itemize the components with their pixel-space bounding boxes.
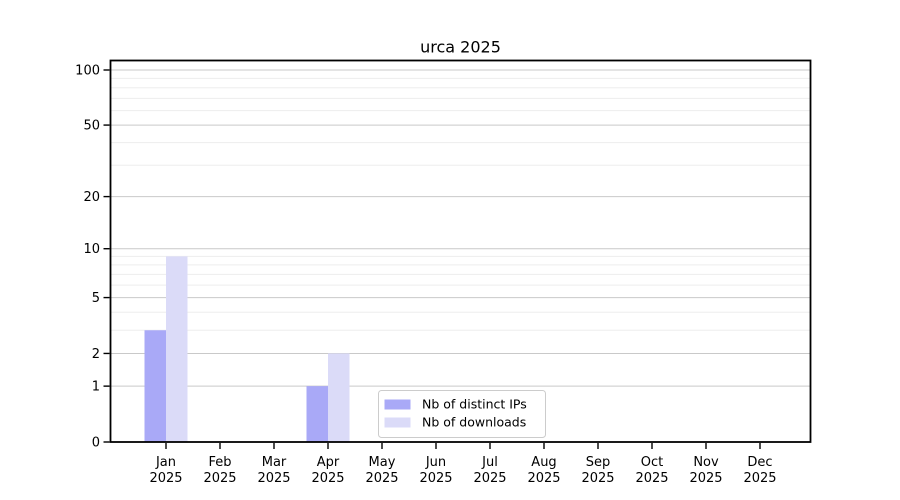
x-tick-label-month: Sep <box>586 455 611 470</box>
x-tick-label-month: Oct <box>641 455 663 470</box>
x-tick-label-month: Mar <box>262 455 287 470</box>
legend-swatch <box>384 399 411 410</box>
bars <box>144 256 350 442</box>
x-tick-label-year: 2025 <box>149 471 182 486</box>
x-tick-label-month: Jul <box>481 455 498 470</box>
x-tick-label-year: 2025 <box>311 471 344 486</box>
x-tick-label-month: Aug <box>531 455 556 470</box>
bar-distinct-ips <box>306 386 328 442</box>
y-tick-label: 0 <box>92 436 100 451</box>
chart-title: urca 2025 <box>420 38 501 57</box>
axis-labels: 0125102050100Jan2025Feb2025Mar2025Apr202… <box>75 64 776 487</box>
x-tick-label-year: 2025 <box>527 471 560 486</box>
x-tick-label-year: 2025 <box>689 471 722 486</box>
x-tick-label-year: 2025 <box>365 471 398 486</box>
minor-gridlines <box>110 77 811 331</box>
x-tick-label-month: Jun <box>425 455 446 470</box>
x-tick-label-year: 2025 <box>203 471 236 486</box>
x-tick-label-month: Feb <box>208 455 231 470</box>
y-tick-label: 100 <box>75 64 100 79</box>
bar-distinct-ips <box>144 330 166 442</box>
y-tick-label: 1 <box>92 380 100 395</box>
x-tick-label-month: May <box>369 455 396 470</box>
legend-box <box>378 390 546 438</box>
bar-downloads <box>166 256 188 442</box>
x-tick-label-year: 2025 <box>635 471 668 486</box>
y-tick-label: 5 <box>92 291 100 306</box>
y-tick-label: 2 <box>92 347 100 362</box>
major-gridlines <box>110 69 811 387</box>
x-tick-label-month: Dec <box>747 455 772 470</box>
x-tick-label-year: 2025 <box>419 471 452 486</box>
y-tick-label: 50 <box>83 119 100 134</box>
legend-label: Nb of distinct IPs <box>422 397 527 412</box>
legend: Nb of distinct IPs Nb of downloads <box>378 390 546 438</box>
x-tick-label-year: 2025 <box>743 471 776 486</box>
x-tick-label-year: 2025 <box>581 471 614 486</box>
x-tick-label-year: 2025 <box>473 471 506 486</box>
x-tick-label-month: Apr <box>317 455 340 470</box>
y-tick-label: 20 <box>83 190 100 205</box>
bar-downloads <box>328 353 350 442</box>
x-tick-label-month: Nov <box>693 455 719 470</box>
legend-swatch <box>384 417 411 428</box>
x-tick-label-month: Jan <box>155 455 176 470</box>
legend-label: Nb of downloads <box>422 415 526 430</box>
axes <box>103 59 812 449</box>
y-tick-label: 10 <box>83 242 100 257</box>
plot-frame <box>109 59 812 443</box>
x-tick-label-year: 2025 <box>257 471 290 486</box>
